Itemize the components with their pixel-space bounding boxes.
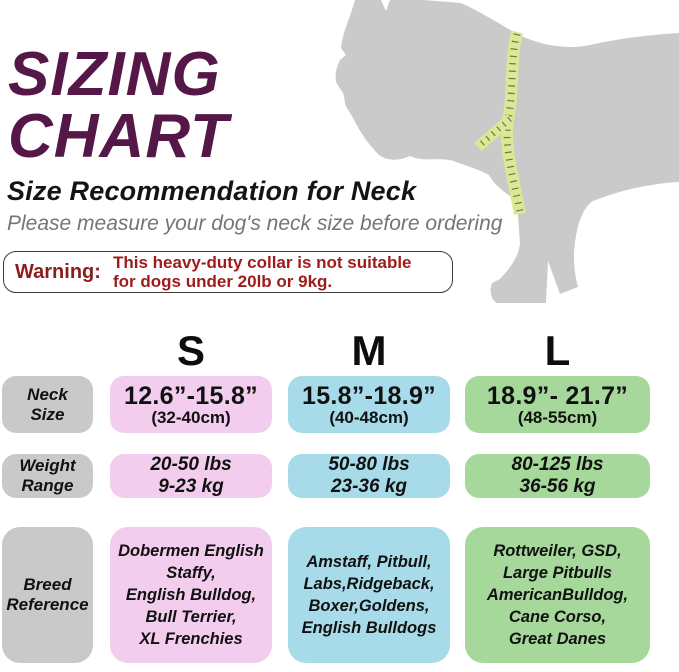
column-header-m: M <box>351 327 387 374</box>
page-title-line2: CHART <box>8 102 229 171</box>
column-header-s: S <box>176 327 205 374</box>
warning-box: Warning: This heavy-duty collar is not s… <box>3 251 453 293</box>
row-label-neck-size: Neck Size <box>2 376 93 433</box>
breed-reference-s: Dobermen English Staffy, English Bulldog… <box>110 527 272 663</box>
row-label-weight-range: Weight Range <box>2 454 93 498</box>
neck-size-l-cm: (48-55cm) <box>517 407 598 427</box>
neck-size-s: 12.6”-15.8” (32-40cm) <box>110 376 272 433</box>
column-header-l: L <box>544 327 571 374</box>
breed-reference-m: Amstaff, Pitbull, Labs,Ridgeback, Boxer,… <box>288 527 450 663</box>
neck-size-l: 18.9”- 21.7” (48-55cm) <box>465 376 650 433</box>
dog-measuring-tape-illustration <box>335 0 679 303</box>
neck-size-m: 15.8”-18.9” (40-48cm) <box>288 376 450 433</box>
neck-size-s-range: 12.6”-15.8” <box>124 381 258 410</box>
neck-size-m-range: 15.8”-18.9” <box>302 381 436 410</box>
row-label-breed-reference: Breed Reference <box>2 527 93 663</box>
measuring-tape-end <box>474 113 515 152</box>
neck-size-m-cm: (40-48cm) <box>329 407 409 427</box>
neck-size-l-range: 18.9”- 21.7” <box>486 381 629 410</box>
weight-range-l: 80-125 lbs 36-56 kg <box>465 454 650 498</box>
page-title-line1: SIZING <box>8 40 221 109</box>
neck-size-s-cm: (32-40cm) <box>151 407 231 427</box>
measure-note: Please measure your dog's neck size befo… <box>7 212 503 235</box>
weight-range-m: 50-80 lbs 23-36 kg <box>288 454 450 498</box>
breed-reference-l: Rottweiler, GSD, Large Pitbulls American… <box>465 527 650 663</box>
page-title: SIZING CHART <box>8 44 229 168</box>
warning-label: Warning: <box>15 260 101 283</box>
subtitle: Size Recommendation for Neck <box>7 176 417 206</box>
warning-text: This heavy-duty collar is not suitable f… <box>113 253 412 291</box>
weight-range-s: 20-50 lbs 9-23 kg <box>110 454 272 498</box>
